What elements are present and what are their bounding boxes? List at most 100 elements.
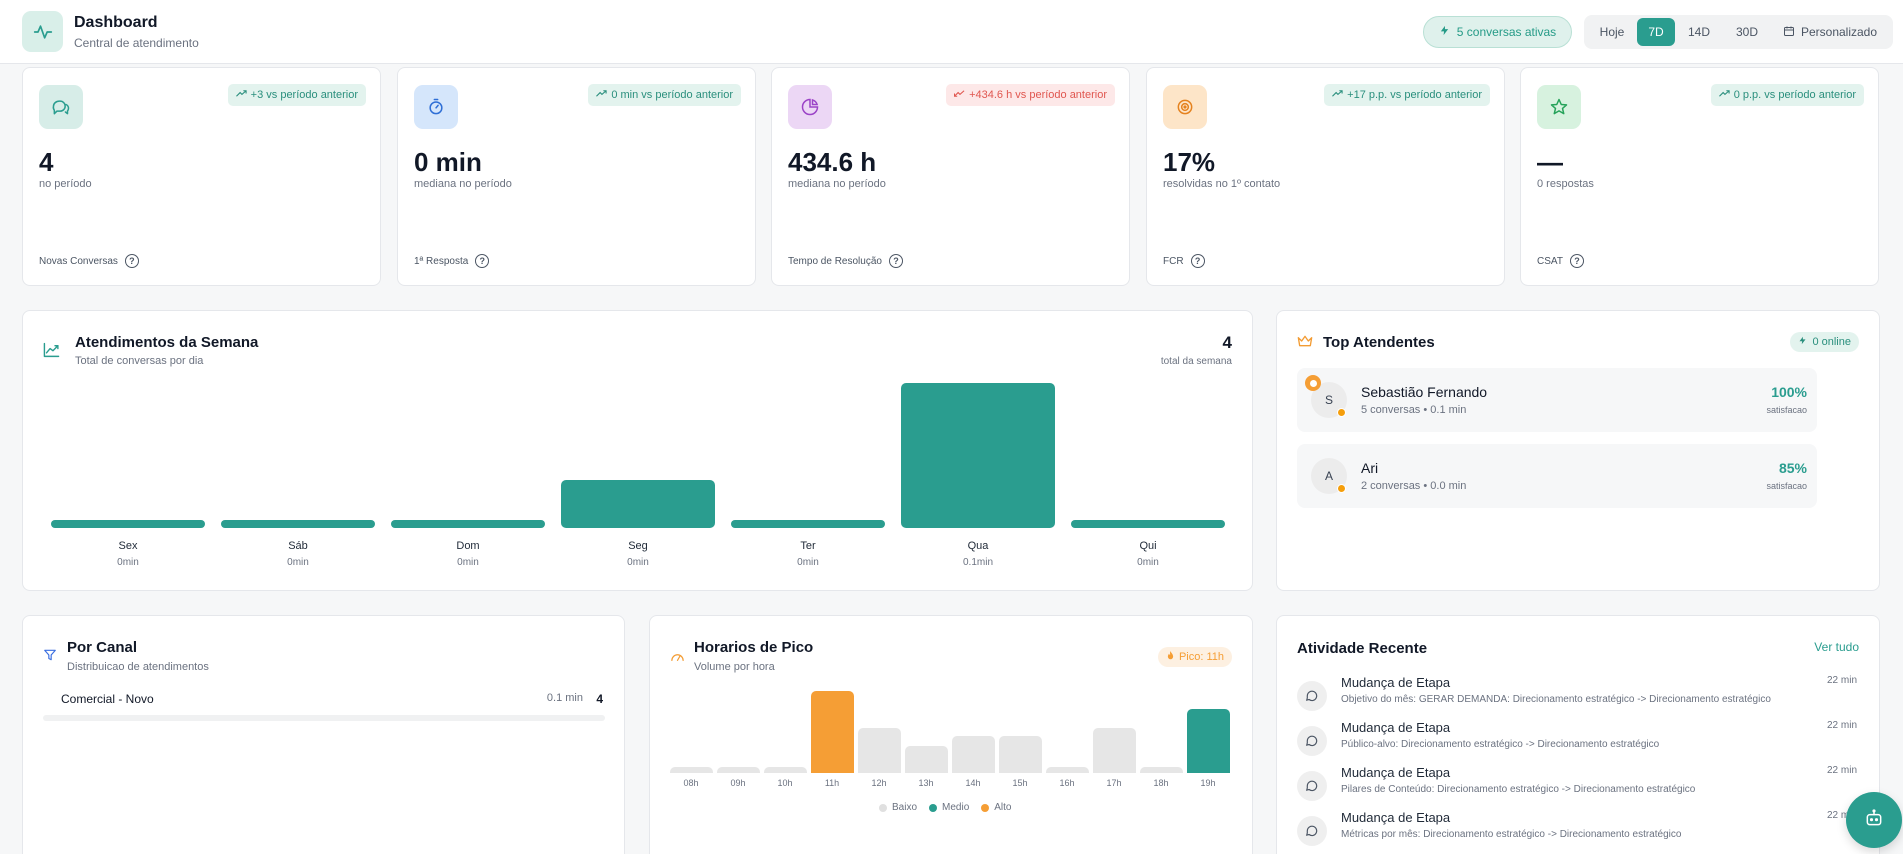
page-title: Dashboard: [74, 14, 158, 31]
activity-icon: [22, 11, 63, 52]
attendant-row[interactable]: S Sebastião Fernando 5 conversas • 0.1 m…: [1297, 368, 1817, 432]
activity-time: 22 min: [1826, 810, 1857, 821]
top-attendants-title: Top Atendentes: [1323, 334, 1435, 351]
line-chart-icon: [43, 342, 60, 363]
status-dot: [1337, 408, 1346, 417]
legend-medium: Medio: [929, 802, 969, 813]
bar-5: [731, 520, 885, 528]
peak-badge: Pico: 11h: [1157, 647, 1232, 667]
period-today-button[interactable]: Hoje: [1599, 25, 1625, 39]
kpi-value: 17%: [1163, 147, 1216, 177]
kpi-description: mediana no período: [414, 178, 512, 190]
help-icon[interactable]: ?: [1569, 254, 1584, 268]
activity-title: Mudança de Etapa: [1341, 810, 1451, 825]
hour-label: 16h: [1059, 778, 1075, 788]
avatar: S: [1311, 382, 1347, 418]
help-icon[interactable]: ?: [475, 254, 490, 268]
weekly-panel: Atendimentos da Semana Total de conversa…: [22, 310, 1253, 591]
hour-bar-08h: [670, 767, 713, 773]
attendant-row[interactable]: A Ari 2 conversas • 0.0 min 85% satisfac…: [1297, 444, 1817, 508]
period-custom-button[interactable]: Personalizado: [1771, 18, 1889, 46]
kpi-label-row: 1ª Resposta ?: [414, 254, 490, 268]
bar-6: [901, 383, 1055, 528]
kpi-value: 0 min: [414, 147, 482, 177]
bar-value-label: 0min: [457, 557, 479, 568]
help-icon[interactable]: ?: [1190, 254, 1205, 268]
hour-bar-15h: [999, 736, 1042, 773]
channel-time: 0.1 min: [546, 692, 583, 704]
bar-category-label: Dom: [456, 540, 480, 552]
attendant-name: Sebastião Fernando: [1361, 384, 1488, 400]
active-conversations-label: 5 conversas ativas: [1456, 25, 1557, 39]
kpi-card-resolution-time: +434.6 h vs período anterior 434.6 h med…: [771, 67, 1130, 286]
kpi-trend-text: 0 p.p. vs período anterior: [1733, 89, 1856, 101]
peak-hours-panel: Horarios de Pico Volume por hora Pico: 1…: [649, 615, 1253, 854]
bar-category-label: Seg: [628, 540, 648, 552]
kpi-label-row: Novas Conversas ?: [39, 254, 139, 268]
bar-category-label: Qua: [967, 540, 989, 552]
activity-item[interactable]: Mudança de Etapa Pilares de Conteúdo: Di…: [1297, 765, 1857, 805]
kpi-card-fcr: +17 p.p. vs período anterior 17% resolvi…: [1146, 67, 1505, 286]
help-icon[interactable]: ?: [888, 254, 903, 268]
attendant-satisfaction-label: satisfacao: [1766, 405, 1807, 415]
activity-item[interactable]: Mudança de Etapa Métricas por mês: Direc…: [1297, 810, 1857, 850]
peak-badge-label: Pico: 11h: [1178, 651, 1224, 663]
activity-item[interactable]: Mudança de Etapa Público-alvo: Direciona…: [1297, 720, 1857, 760]
bar-value-label: 0min: [117, 557, 139, 568]
period-14d-button[interactable]: 14D: [1687, 25, 1710, 39]
bar-value-label: 0min: [287, 557, 309, 568]
activity-title: Mudança de Etapa: [1341, 675, 1451, 690]
kpi-trend-badge: 0 min vs período anterior: [588, 84, 741, 106]
star-icon: [1537, 85, 1581, 129]
period-7d-button[interactable]: 7D: [1637, 18, 1675, 46]
channel-progress-track: [43, 715, 605, 721]
kpi-description: 0 respostas: [1537, 178, 1594, 190]
kpi-label-row: Tempo de Resolução ?: [788, 254, 903, 268]
hour-label: 08h: [683, 778, 699, 788]
attendant-satisfaction: 85%: [1778, 460, 1807, 476]
page-subtitle: Central de atendimento: [74, 36, 199, 50]
hour-label: 11h: [824, 778, 840, 788]
kpi-label: Tempo de Resolução: [788, 255, 882, 267]
status-dot: [1337, 484, 1346, 493]
attendant-satisfaction: 100%: [1771, 384, 1807, 400]
kpi-trend-badge: +17 p.p. vs período anterior: [1324, 84, 1490, 106]
attendant-name: Ari: [1361, 460, 1379, 476]
hour-label: 18h: [1153, 778, 1169, 788]
chatbot-fab-button[interactable]: [1846, 792, 1902, 848]
hour-bar-19h: [1187, 709, 1230, 773]
period-selector: Hoje 7D 14D 30D Personalizado: [1584, 15, 1893, 49]
channel-title: Por Canal: [67, 639, 138, 656]
help-icon[interactable]: ?: [124, 254, 139, 268]
kpi-trend-text: +434.6 h vs período anterior: [969, 89, 1107, 101]
period-30d-button[interactable]: 30D: [1735, 25, 1758, 39]
hour-label: 09h: [730, 778, 746, 788]
bar-value-label: 0.1min: [962, 557, 993, 568]
weekly-subtitle: Total de conversas por dia: [75, 355, 204, 367]
hour-label: 14h: [965, 778, 981, 788]
kpi-label: CSAT: [1537, 255, 1563, 267]
kpi-trend-badge: 0 p.p. vs período anterior: [1710, 84, 1864, 106]
bar-category-label: Qui: [1139, 540, 1157, 552]
peak-hours-title: Horarios de Pico: [694, 639, 814, 656]
hour-label: 13h: [918, 778, 934, 788]
avatar: A: [1311, 458, 1347, 494]
weekly-total-label: total da semana: [1160, 356, 1232, 367]
top-header: Dashboard Central de atendimento 5 conve…: [0, 0, 1903, 64]
hour-bar-16h: [1046, 767, 1089, 773]
activity-item[interactable]: Mudança de Etapa Objetivo do mês: GERAR …: [1297, 675, 1857, 715]
channel-panel: Por Canal Distribuicao de atendimentos C…: [22, 615, 625, 854]
bar-category-label: Ter: [800, 540, 816, 552]
channel-row[interactable]: Comercial - Novo 0.1 min 4: [43, 692, 605, 732]
kpi-value: 4: [39, 147, 54, 177]
kpi-label: Novas Conversas: [39, 255, 118, 267]
attendant-satisfaction-label: satisfacao: [1766, 481, 1807, 491]
active-conversations-badge[interactable]: 5 conversas ativas: [1423, 16, 1572, 48]
bolt-icon: [1798, 335, 1807, 349]
see-all-link[interactable]: Ver tudo: [1814, 640, 1859, 654]
kpi-trend-text: 0 min vs período anterior: [611, 89, 733, 101]
kpi-description: resolvidas no 1º contato: [1163, 178, 1281, 190]
attendant-meta: 2 conversas • 0.0 min: [1361, 480, 1467, 492]
bar-value-label: 0min: [1137, 557, 1159, 568]
kpi-description: no período: [39, 178, 92, 190]
